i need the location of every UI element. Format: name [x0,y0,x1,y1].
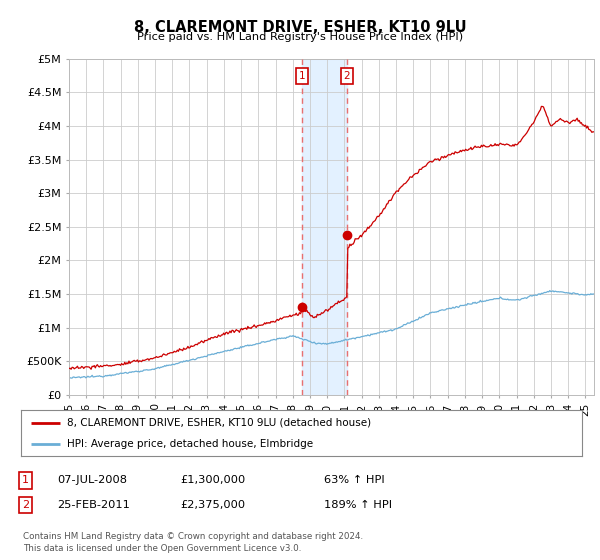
Text: 189% ↑ HPI: 189% ↑ HPI [324,500,392,510]
Text: HPI: Average price, detached house, Elmbridge: HPI: Average price, detached house, Elmb… [67,439,313,449]
Text: 1: 1 [299,71,305,81]
Text: 2: 2 [22,500,29,510]
Text: £1,300,000: £1,300,000 [180,475,245,486]
Text: £2,375,000: £2,375,000 [180,500,245,510]
Text: Contains HM Land Registry data © Crown copyright and database right 2024.
This d: Contains HM Land Registry data © Crown c… [23,533,363,553]
Text: 63% ↑ HPI: 63% ↑ HPI [324,475,385,486]
Text: 2: 2 [344,71,350,81]
Text: Price paid vs. HM Land Registry's House Price Index (HPI): Price paid vs. HM Land Registry's House … [137,32,463,43]
Text: 1: 1 [22,475,29,486]
Text: 8, CLAREMONT DRIVE, ESHER, KT10 9LU (detached house): 8, CLAREMONT DRIVE, ESHER, KT10 9LU (det… [67,418,371,428]
Text: 25-FEB-2011: 25-FEB-2011 [57,500,130,510]
Bar [302,59,347,395]
Text: 8, CLAREMONT DRIVE, ESHER, KT10 9LU: 8, CLAREMONT DRIVE, ESHER, KT10 9LU [134,20,466,35]
Text: 07-JUL-2008: 07-JUL-2008 [57,475,127,486]
